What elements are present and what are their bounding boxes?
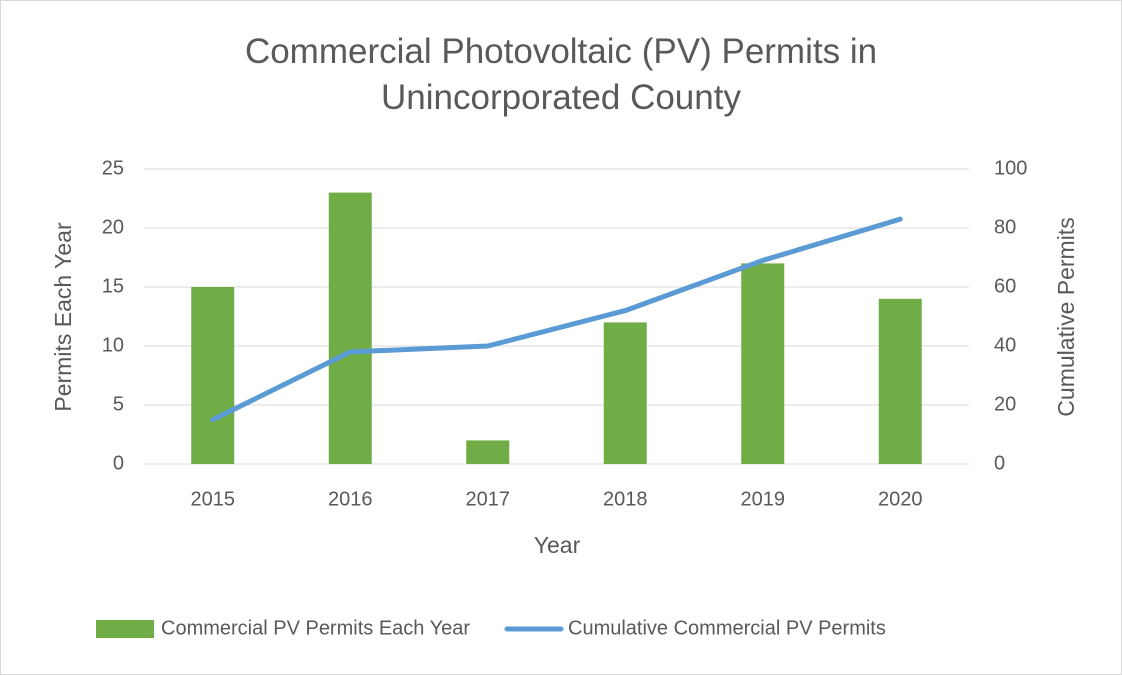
bar — [741, 263, 785, 464]
x-tick-label: 2018 — [603, 488, 648, 510]
y-tick-label: 25 — [102, 157, 124, 179]
y2-tick-label: 100 — [994, 157, 1027, 179]
bar — [328, 192, 372, 464]
x-tick-label: 2016 — [328, 488, 373, 510]
y2-tick-label: 20 — [994, 393, 1016, 415]
y-tick-label: 15 — [102, 275, 124, 297]
y-tick-label: 5 — [113, 393, 124, 415]
x-tick-label: 2020 — [878, 488, 923, 510]
y-tick-label: 0 — [113, 452, 124, 474]
x-tick-label: 2019 — [741, 488, 786, 510]
chart-title: Commercial Photovoltaic (PV) Permits in … — [244, 32, 878, 117]
y2-tick-label: 80 — [994, 216, 1016, 238]
x-tick-label: 2017 — [466, 488, 511, 510]
bar — [466, 440, 510, 464]
legend-swatch — [96, 620, 154, 638]
legend-label: Cumulative Commercial PV Permits — [568, 617, 886, 639]
x-axis-title: Year — [534, 532, 581, 558]
legend-label: Commercial PV Permits Each Year — [161, 617, 470, 639]
x-tick-label: 2015 — [191, 488, 236, 510]
bar — [603, 322, 647, 464]
y2-axis-title: Cumulative Permits — [1053, 217, 1079, 416]
y-axis-title: Permits Each Year — [50, 222, 76, 412]
line — [210, 216, 903, 423]
y2-tick-label: 40 — [994, 334, 1016, 356]
y2-tick-label: 0 — [994, 452, 1005, 474]
y-tick-label: 10 — [102, 334, 124, 356]
bar — [878, 298, 922, 464]
y2-tick-label: 60 — [994, 275, 1016, 297]
bar — [191, 287, 235, 464]
y-tick-label: 20 — [102, 216, 124, 238]
